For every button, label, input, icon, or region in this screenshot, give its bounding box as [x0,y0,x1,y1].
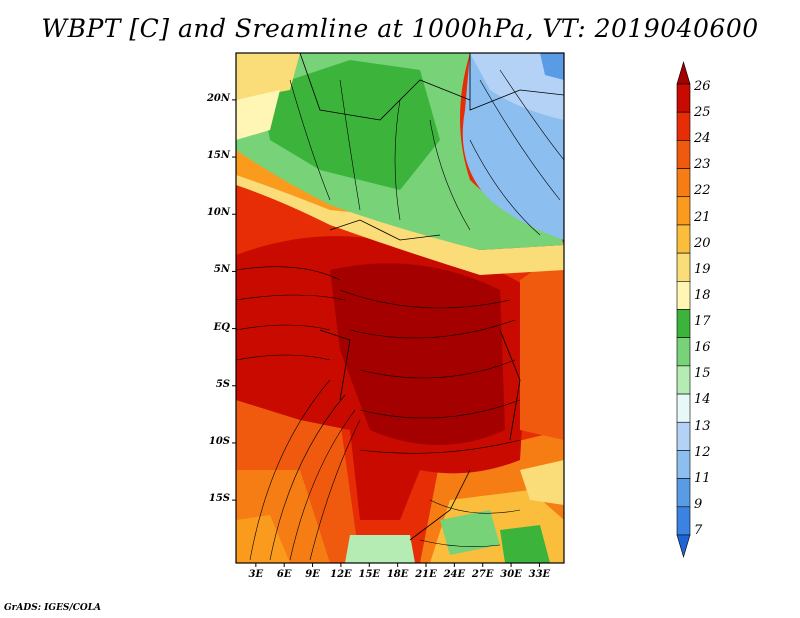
colorbar-segment [676,309,691,338]
lon-label: 18E [386,569,409,580]
lon-label: 24E [443,569,466,580]
lat-label: 15S [208,493,230,505]
lat-label: 20N [206,92,230,104]
colorbar-label: 21 [694,209,711,225]
footer-credit: GrADS: IGES/COLA [4,603,102,613]
colorbar-segment [676,337,691,367]
lon-label: 21E [415,569,437,580]
lon-label: 27E [471,569,494,580]
plot-title: WBPT [C] and Sreamline at 1000hPa, VT: 2… [41,14,759,43]
longitude-ticks [255,563,540,567]
colorbar-segment [676,506,691,536]
colorbar-label: 9 [694,496,703,512]
colorbar-bottom-arrow [676,534,691,559]
colorbar-label: 20 [694,235,711,251]
colorbar-segment [676,252,691,282]
colorbar-segment [676,393,691,423]
colorbar-label: 26 [694,79,711,94]
lon-label: 33E [528,569,551,580]
colorbar-label: 16 [694,340,711,356]
lon-label: 6E [276,569,292,580]
streamlines [236,69,564,561]
colorbar-segment [676,140,691,169]
colorbar-label: 23 [694,157,711,173]
colorbar-segment [676,478,691,508]
colorbar-segment [676,111,691,141]
colorbar-segment [676,168,691,198]
lat-label: EQ [213,321,230,333]
lon-label: 9E [305,569,320,580]
colorbar-segment [676,281,691,310]
colorbar-label: 25 [694,105,711,121]
lat-label: 5N [213,264,230,276]
lon-label: 12E [330,569,352,580]
lon-label: 3E [248,569,264,580]
colorbar-label: 12 [694,444,711,460]
colorbar-segment [676,421,691,451]
lon-label: 15E [358,569,381,580]
country-borders [299,53,564,541]
colorbar-label: 15 [694,366,711,382]
colorbar-label: 11 [694,470,711,486]
lat-label: 10N [206,207,230,219]
colorbar-segment [676,83,691,113]
colorbar [676,60,691,559]
lat-label: 10S [208,435,230,447]
colorbar-label: 19 [694,261,711,277]
colorbar-label: 13 [694,418,711,434]
colorbar-label: 7 [694,523,703,538]
colorbar-label: 22 [694,183,711,199]
lon-label: 30E [500,569,522,580]
colorbar-label: 18 [694,287,711,303]
latitude-ticks [232,99,236,501]
map-frame [235,52,565,564]
temperature-field [236,53,564,563]
lat-label: 15N [206,150,230,162]
colorbar-segment [676,450,691,479]
colorbar-top-arrow [676,60,691,85]
colorbar-segment [676,365,691,395]
colorbar-segment [676,224,691,254]
colorbar-label: 14 [694,392,711,408]
lat-label: 5S [215,378,230,390]
colorbar-label: 17 [694,314,711,330]
colorbar-label: 24 [694,131,711,147]
colorbar-segment [676,196,691,226]
